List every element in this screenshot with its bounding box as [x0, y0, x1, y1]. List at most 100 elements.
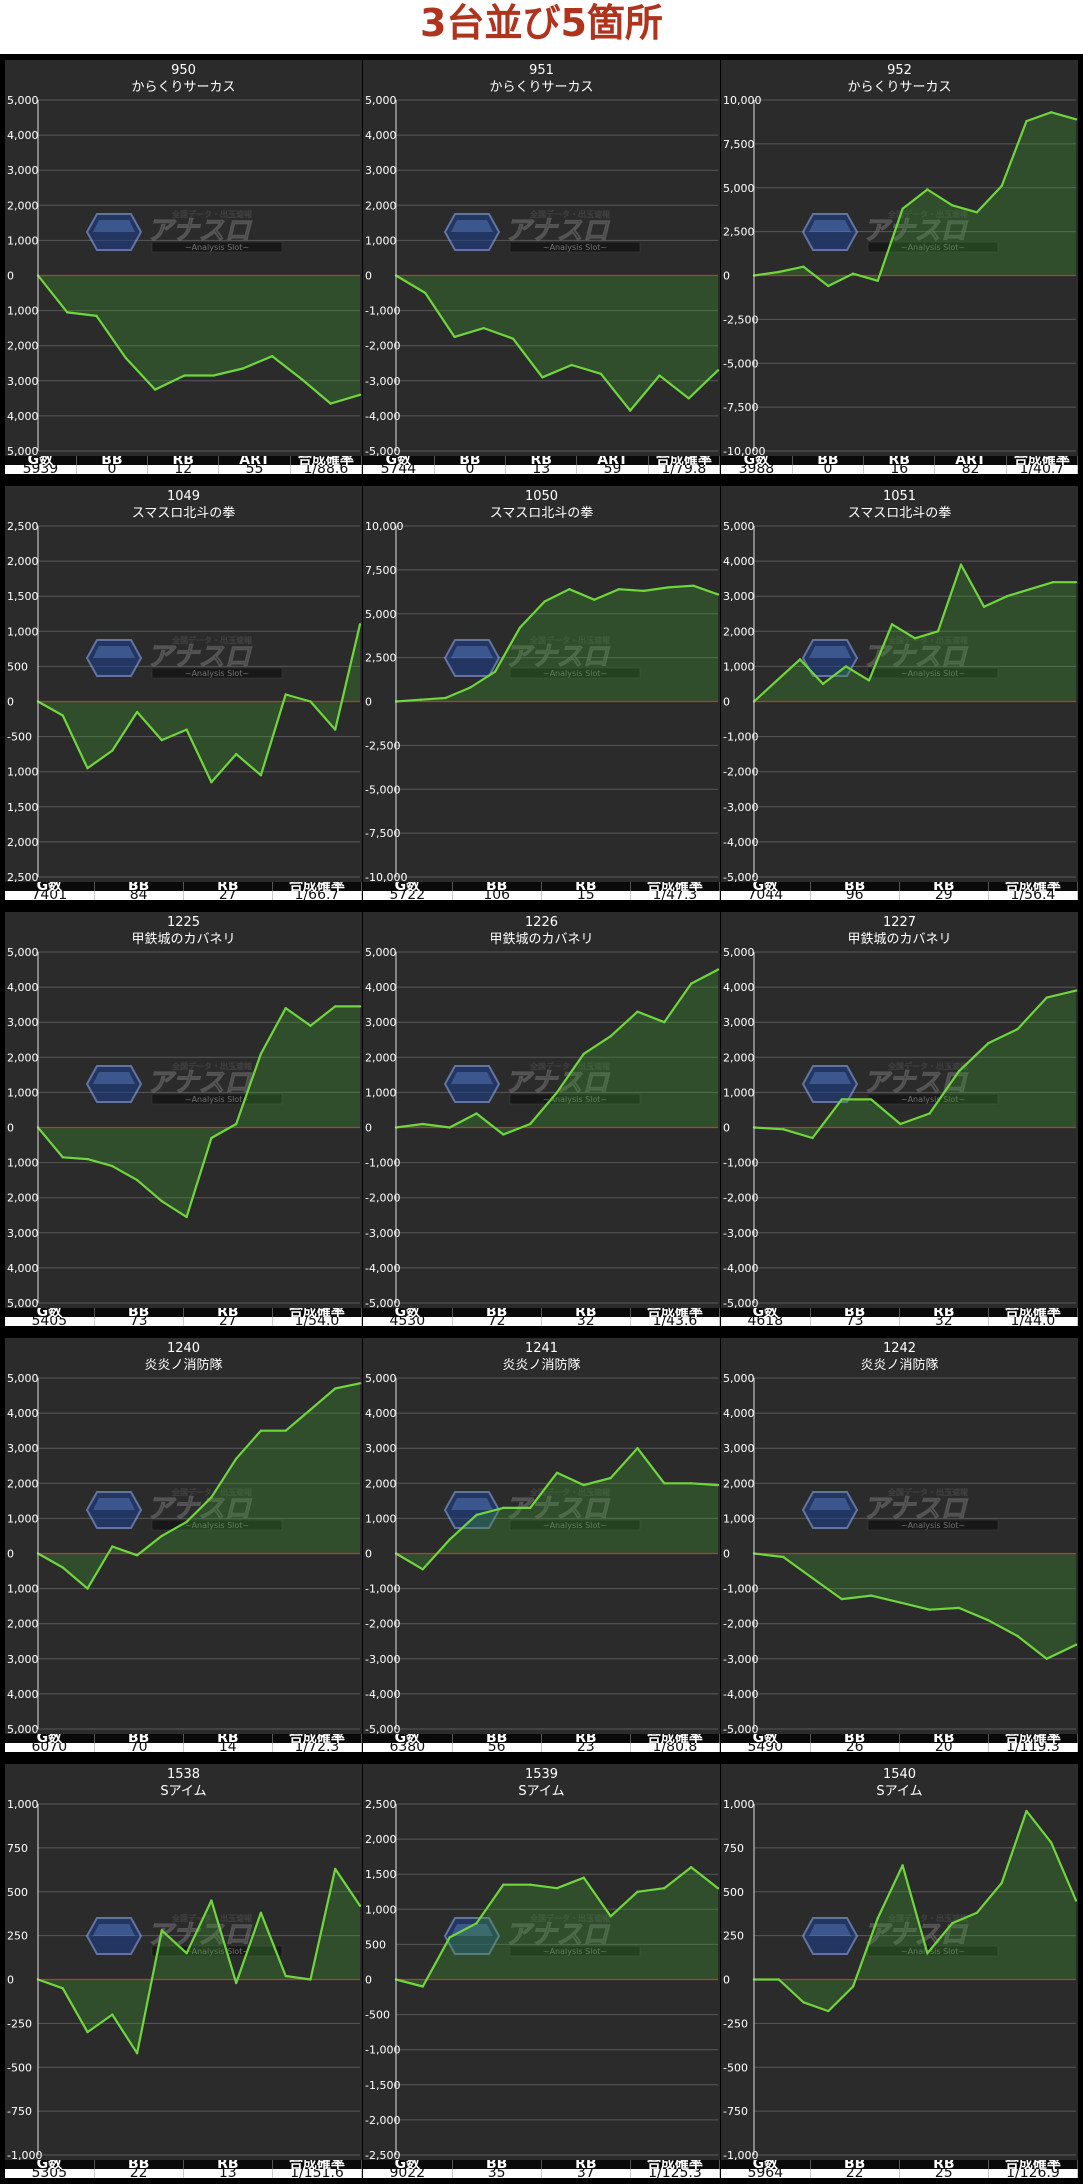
y-tick-label: 2,000 [7, 1618, 39, 1631]
svg-text:全国データ・出玉速報: 全国データ・出玉速報 [530, 1061, 610, 1071]
data-point [1000, 1881, 1003, 1885]
svg-text:アナスロ: アナスロ [863, 216, 968, 246]
stats-table: G数 BB RB 合成確率 7401 84 27 1/66.7 [5, 882, 363, 900]
data-point [421, 1568, 425, 1571]
stats-table: G数 BB RB 合成確率 9022 35 37 1/125.3 [363, 2160, 721, 2178]
machine-chart-card: 950 からくりサーカス 5,000 4,000 3,000 2,000 1,000 0 1,0… [5, 60, 363, 474]
data-point [716, 1483, 720, 1487]
chart-panel: 1538 Sアイム -1,000 -750 -500 -250 0 250 500 750 1,00… [5, 1764, 362, 2160]
machine-number: 952 [887, 63, 912, 78]
y-tick-label: 0 [7, 1974, 14, 1987]
y-tick-label: -5,000 [723, 1297, 758, 1308]
data-point [448, 1538, 451, 1541]
data-point [928, 1112, 931, 1115]
stats-value-cell: 56 [452, 1743, 542, 1752]
data-point [982, 605, 986, 608]
chart-group: 1538 Sアイム -1,000 -750 -500 -250 0 250 500 750 1,00… [0, 1758, 1083, 2184]
data-point [802, 265, 805, 268]
svg-text:アナスロ: アナスロ [147, 642, 252, 672]
y-tick-label: -1,000 [365, 305, 400, 318]
stats-header-cell: RB [147, 456, 220, 465]
data-point [689, 1482, 693, 1485]
stats-header-cell: G数 [721, 1308, 811, 1317]
stats-header-cell: BB [810, 1308, 900, 1317]
stats-value-cell: 96 [810, 891, 900, 900]
data-point [582, 1483, 586, 1487]
y-tick-label: 2,500 [365, 652, 397, 665]
machine-number: 1051 [883, 489, 916, 504]
svg-text:~Analysis Slot~: ~Analysis Slot~ [185, 243, 249, 252]
machine-name: スマスロ北斗の拳 [490, 505, 594, 521]
line-chart: 1538 Sアイム -1,000 -750 -500 -250 0 250 500 750 1,00… [5, 1764, 362, 2160]
machine-number: 1050 [525, 489, 558, 504]
page-title: 3台並び5箇所 [420, 1, 663, 45]
y-tick-label: -1,000 [365, 1157, 400, 1170]
y-tick-label: 5,000 [7, 1723, 39, 1734]
stats-value-cell: 4530 [363, 1317, 453, 1326]
machine-chart-card: 1241 炎炎ノ消防隊 -5,000 -4,000 -3,000 -2,000 -1,000… [363, 1338, 721, 1752]
svg-text:アナスロ: アナスロ [505, 216, 610, 246]
data-point [95, 314, 98, 318]
stats-header-cell: G数 [5, 1734, 95, 1743]
stats-value-cell: 13 [505, 465, 578, 474]
data-point [448, 1126, 451, 1129]
svg-text:アナスロ: アナスロ [505, 1068, 610, 1098]
y-tick-label: 4,000 [365, 1407, 397, 1420]
data-point [284, 1974, 287, 1978]
data-point [687, 397, 690, 400]
svg-text:アナスロ: アナスロ [863, 1068, 968, 1098]
machine-name: スマスロ北斗の拳 [132, 505, 236, 521]
stats-value-cell: 82 [934, 465, 1007, 474]
y-tick-label: 1,500 [7, 801, 39, 814]
svg-text:~Analysis Slot~: ~Analysis Slot~ [543, 243, 607, 252]
y-tick-label: 2,000 [7, 1192, 39, 1205]
stats-value-cell: 5405 [5, 1317, 95, 1326]
data-point [957, 1070, 961, 1073]
stats-value-cell: 3988 [721, 465, 793, 474]
series-line [37, 1867, 361, 2055]
stats-header-cell: G数 [5, 882, 95, 891]
y-tick-label: 0 [7, 270, 14, 283]
stats-header-cell: 合成確率 [1006, 456, 1079, 465]
data-point [844, 665, 848, 668]
y-tick-label: 1,000 [7, 1157, 39, 1170]
data-point [61, 1987, 64, 1990]
stats-header-cell: BB [452, 1734, 542, 1743]
data-point [259, 774, 263, 777]
y-tick-label: -1,000 [723, 1583, 758, 1596]
data-point [901, 1864, 904, 1867]
y-tick-label: 750 [7, 1842, 28, 1855]
data-point [570, 363, 573, 367]
data-point [334, 1005, 337, 1008]
y-tick-label: 500 [7, 1886, 28, 1899]
svg-text:~Analysis Slot~: ~Analysis Slot~ [901, 1095, 965, 1104]
machine-number: 1242 [883, 1341, 916, 1356]
y-tick-label: 0 [365, 1974, 372, 1987]
y-tick-label: -3,000 [723, 1227, 758, 1240]
data-point [851, 272, 855, 275]
svg-text:全国データ・出玉速報: 全国データ・出玉速報 [530, 209, 610, 219]
data-point [1025, 119, 1028, 123]
chart-background [5, 912, 362, 1308]
data-point [234, 752, 238, 756]
stats-header-cell: RB [541, 1308, 631, 1317]
y-tick-label: -5,000 [723, 357, 758, 370]
stats-value-cell: 37 [541, 2169, 631, 2178]
data-point [899, 1601, 902, 1604]
y-tick-label: -2,500 [365, 2149, 400, 2160]
y-tick-label: 5,000 [7, 1372, 39, 1385]
stats-value-cell: 6070 [5, 1743, 95, 1752]
chart-group: 950 からくりサーカス 5,000 4,000 3,000 2,000 1,000 0 1,0… [0, 54, 1083, 480]
machine-number: 1540 [883, 1767, 916, 1782]
data-point [541, 376, 544, 379]
machine-chart-card: 1539 Sアイム -2,500 -2,000 -1,500 -1,000 -500 0 500… [363, 1764, 721, 2178]
y-tick-label: -5,000 [365, 445, 400, 456]
data-point [869, 1098, 873, 1101]
stats-header-cell: BB [810, 2160, 900, 2169]
stats-value-cell: 12 [147, 465, 220, 474]
y-tick-label: 3,000 [7, 164, 39, 177]
data-point [86, 766, 89, 770]
